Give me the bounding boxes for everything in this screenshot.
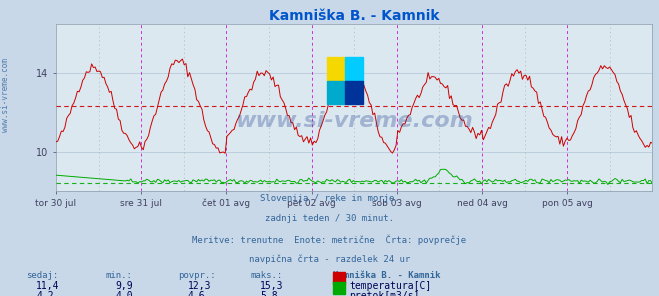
FancyBboxPatch shape [328,57,345,81]
FancyBboxPatch shape [345,57,363,81]
Text: zadnji teden / 30 minut.: zadnji teden / 30 minut. [265,214,394,223]
Text: maks.:: maks.: [250,271,283,280]
Text: temperatura[C]: temperatura[C] [349,281,432,291]
Text: 4,2: 4,2 [36,291,54,296]
Text: www.si-vreme.com: www.si-vreme.com [235,111,473,131]
Text: www.si-vreme.com: www.si-vreme.com [1,58,10,132]
Text: 12,3: 12,3 [188,281,212,291]
Text: pretok[m3/s]: pretok[m3/s] [349,291,420,296]
Text: 11,4: 11,4 [36,281,60,291]
FancyBboxPatch shape [345,81,363,104]
Text: min.:: min.: [105,271,132,280]
Text: Meritve: trenutne  Enote: metrične  Črta: povprečje: Meritve: trenutne Enote: metrične Črta: … [192,234,467,244]
Text: 4,0: 4,0 [115,291,133,296]
Text: 9,9: 9,9 [115,281,133,291]
Text: Slovenija / reke in morje.: Slovenija / reke in morje. [260,194,399,203]
Text: povpr.:: povpr.: [178,271,215,280]
Text: 5,8: 5,8 [260,291,278,296]
Text: sedaj:: sedaj: [26,271,59,280]
Text: 4,6: 4,6 [188,291,206,296]
Text: Kamniška B. - Kamnik: Kamniška B. - Kamnik [333,271,440,280]
Text: 15,3: 15,3 [260,281,284,291]
FancyBboxPatch shape [328,81,345,104]
Text: navpična črta - razdelek 24 ur: navpična črta - razdelek 24 ur [249,254,410,264]
Title: Kamniška B. - Kamnik: Kamniška B. - Kamnik [269,9,440,22]
